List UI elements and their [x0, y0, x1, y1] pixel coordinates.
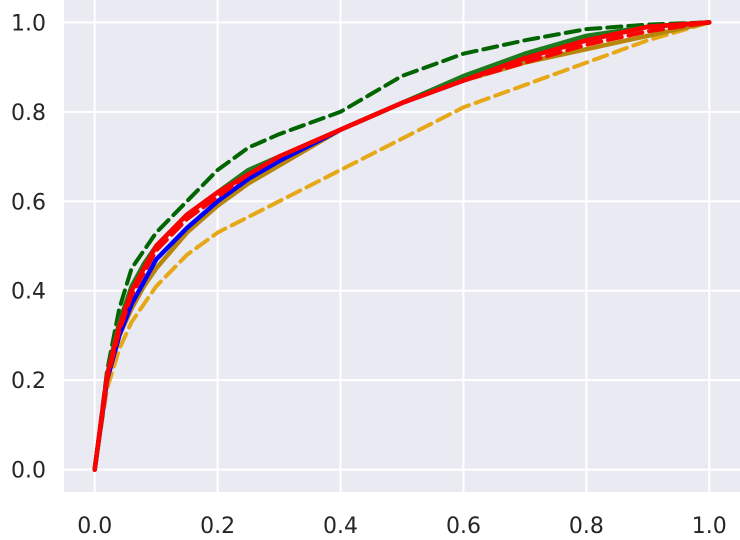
- grid: [64, 0, 740, 492]
- x-tick-label: 0.4: [323, 514, 358, 539]
- plot-area-background: [64, 0, 740, 492]
- x-tick-label: 0.8: [569, 514, 604, 539]
- x-tick-label: 0.0: [77, 514, 112, 539]
- x-tick-label: 0.6: [446, 514, 481, 539]
- series-line-4: [92, 20, 712, 472]
- x-tick-label: 1.0: [692, 514, 727, 539]
- y-tick-label: 0.6: [11, 190, 46, 215]
- series-line-7: [92, 20, 712, 472]
- x-tick-label: 0.2: [200, 514, 235, 539]
- series-group: [92, 20, 712, 472]
- y-tick-label: 0.4: [11, 280, 46, 305]
- y-axis-ticks: 0.0 0.2 0.4 0.6 0.8 1.0: [11, 11, 46, 483]
- y-tick-label: 0.2: [11, 369, 46, 394]
- series-line-1: [92, 20, 712, 472]
- x-axis-ticks: 0.0 0.2 0.4 0.6 0.8 1.0: [77, 514, 727, 539]
- y-tick-label: 0.8: [11, 101, 46, 126]
- y-tick-label: 0.0: [11, 459, 46, 484]
- y-tick-label: 1.0: [11, 11, 46, 36]
